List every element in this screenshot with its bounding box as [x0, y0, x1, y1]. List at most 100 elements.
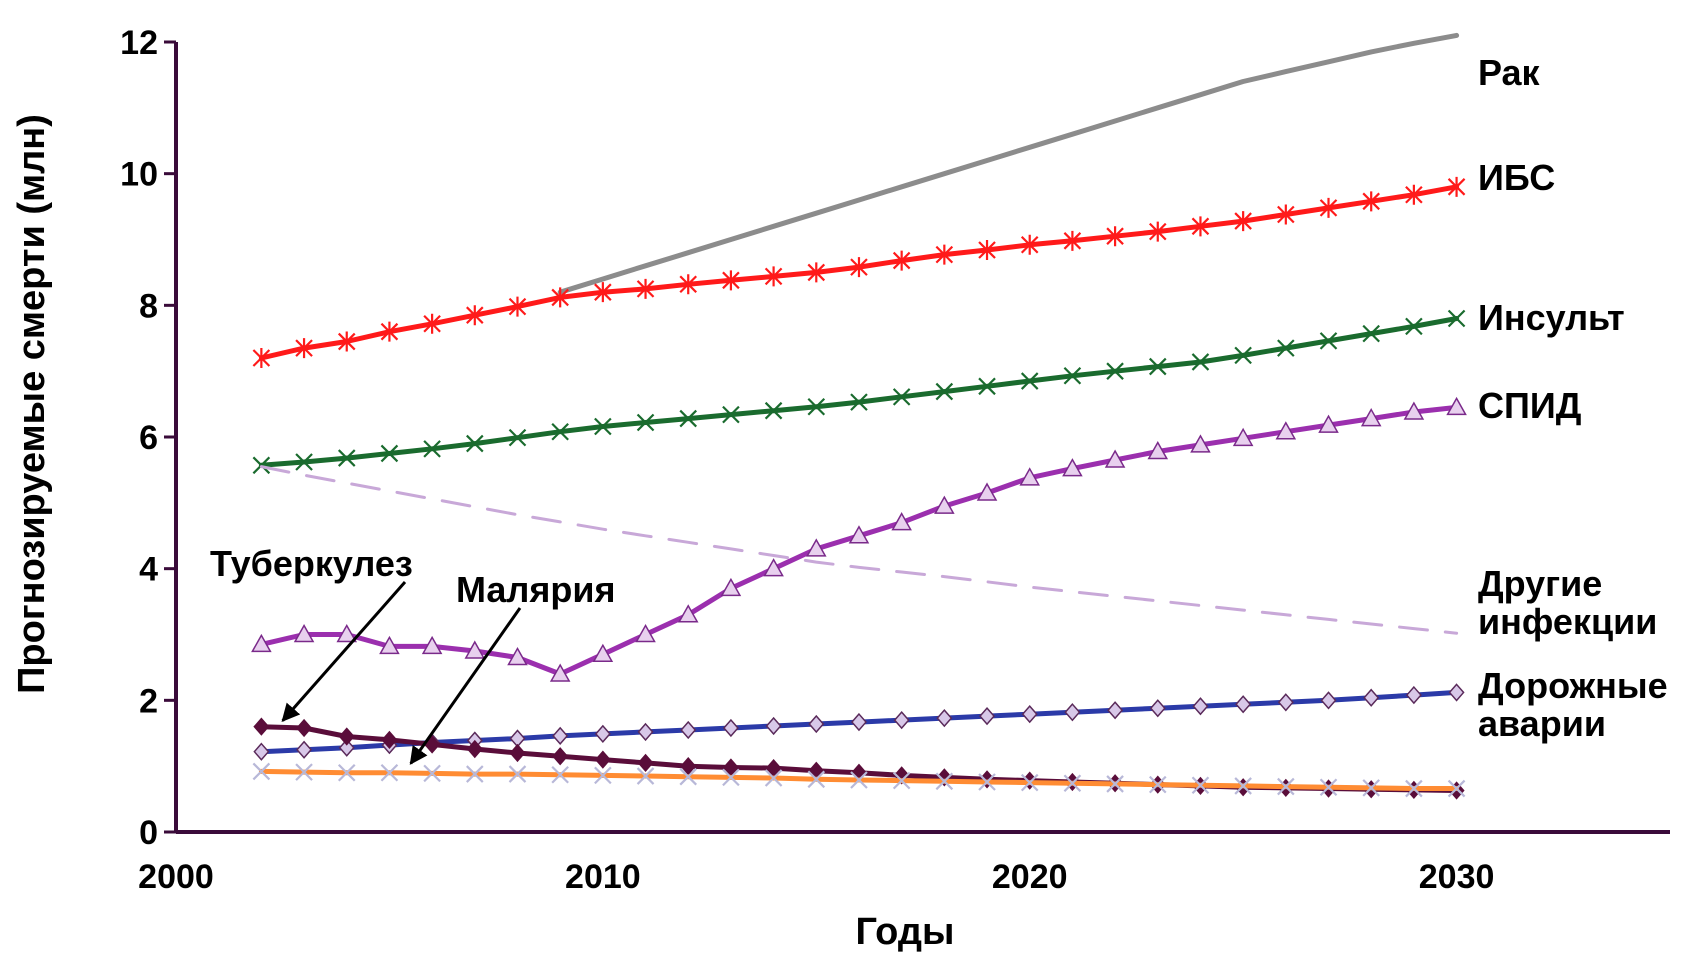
- data-point: [1447, 309, 1466, 328]
- data-point: [850, 712, 867, 732]
- data-point: [251, 633, 272, 653]
- series: [259, 465, 1459, 635]
- data-point: [807, 262, 826, 283]
- data-point: [765, 716, 782, 736]
- data-point: [892, 250, 911, 271]
- data-point: [508, 765, 527, 783]
- data-point: [1363, 688, 1380, 707]
- series-label: Другие: [1478, 563, 1602, 604]
- annotation-arrow: [281, 581, 407, 723]
- data-point: [979, 770, 996, 789]
- data-point: [637, 722, 654, 742]
- data-point: [551, 287, 569, 308]
- data-point: [934, 495, 955, 514]
- data-point: [594, 724, 611, 744]
- data-point: [1232, 427, 1254, 447]
- data-point: [1019, 467, 1040, 486]
- data-point: [295, 453, 313, 471]
- data-point: [336, 623, 358, 643]
- tick-labels: 0 2 4 6 8 10 12 2000 2010 2020 2030: [120, 24, 1494, 896]
- data-point: [722, 405, 740, 424]
- data-point: [679, 767, 698, 786]
- data-point: [466, 305, 484, 326]
- data-point: [679, 274, 698, 295]
- data-point: [1362, 324, 1380, 343]
- data-point: [423, 440, 441, 458]
- data-point: [635, 623, 656, 643]
- series-line: [258, 316, 1460, 468]
- data-point: [594, 417, 612, 436]
- data-point: [1448, 683, 1465, 702]
- data-point: [1106, 775, 1124, 793]
- data-point: [507, 647, 528, 666]
- data-point: [1021, 705, 1038, 724]
- series: [252, 762, 1466, 798]
- x-tick-label: 2020: [992, 858, 1068, 896]
- series-label: Дорожные: [1478, 665, 1668, 706]
- data-point: [722, 270, 740, 291]
- data-point: [808, 761, 825, 780]
- data-point: [1277, 339, 1295, 357]
- y-tick-label: 2: [139, 682, 158, 720]
- data-point: [936, 708, 953, 728]
- data-point: [763, 558, 784, 577]
- series-label: ИБС: [1478, 157, 1555, 198]
- data-point: [253, 742, 270, 761]
- annotations: Туберкулез Малярия: [210, 543, 615, 765]
- y-tick-label: 10: [120, 156, 158, 194]
- y-tick-label: 8: [139, 287, 158, 325]
- data-point: [850, 257, 868, 278]
- data-point: [552, 747, 569, 766]
- series-lines: [251, 32, 1467, 800]
- data-point: [1106, 226, 1124, 247]
- data-point: [549, 663, 571, 682]
- data-point: [764, 401, 783, 420]
- data-point: [253, 717, 270, 736]
- x-axis-title: Годы: [856, 911, 955, 953]
- data-point: [892, 771, 911, 790]
- data-point: [252, 348, 271, 368]
- data-point: [337, 331, 356, 352]
- series-label: аварии: [1478, 703, 1606, 744]
- series: [252, 309, 1466, 475]
- data-point: [252, 762, 271, 781]
- data-point: [423, 313, 441, 334]
- annotation-arrow: [409, 607, 522, 765]
- annotation-label: Туберкулез: [210, 543, 413, 584]
- data-point: [1277, 693, 1294, 712]
- data-point: [1063, 230, 1082, 251]
- data-point: [423, 764, 441, 783]
- x-tick-label: 2000: [138, 858, 214, 896]
- data-point: [1405, 779, 1423, 798]
- data-point: [1319, 778, 1338, 797]
- data-point: [722, 768, 740, 787]
- data-point: [508, 428, 527, 447]
- data-point: [680, 757, 697, 776]
- data-point: [1405, 317, 1423, 336]
- data-point: [1275, 421, 1297, 440]
- data-point: [508, 296, 527, 317]
- data-point: [807, 397, 826, 416]
- data-point: [1277, 777, 1295, 796]
- series-label: СПИД: [1478, 385, 1581, 426]
- data-point: [764, 266, 783, 287]
- data-point: [1191, 353, 1210, 371]
- series-label: Рак: [1478, 52, 1541, 93]
- data-point: [1191, 776, 1210, 795]
- data-point: [808, 714, 825, 734]
- data-point: [338, 738, 355, 757]
- data-point: [1148, 357, 1167, 376]
- data-point: [848, 525, 870, 544]
- data-point: [677, 604, 699, 623]
- data-point: [680, 720, 697, 740]
- data-point: [807, 770, 826, 789]
- data-point: [380, 763, 399, 782]
- data-point: [1234, 211, 1252, 232]
- data-point: [1063, 774, 1082, 793]
- series-label: Инсульт: [1478, 297, 1625, 338]
- data-point: [1106, 362, 1124, 380]
- data-point: [551, 422, 569, 441]
- data-point: [1147, 440, 1169, 460]
- data-point: [1405, 184, 1423, 205]
